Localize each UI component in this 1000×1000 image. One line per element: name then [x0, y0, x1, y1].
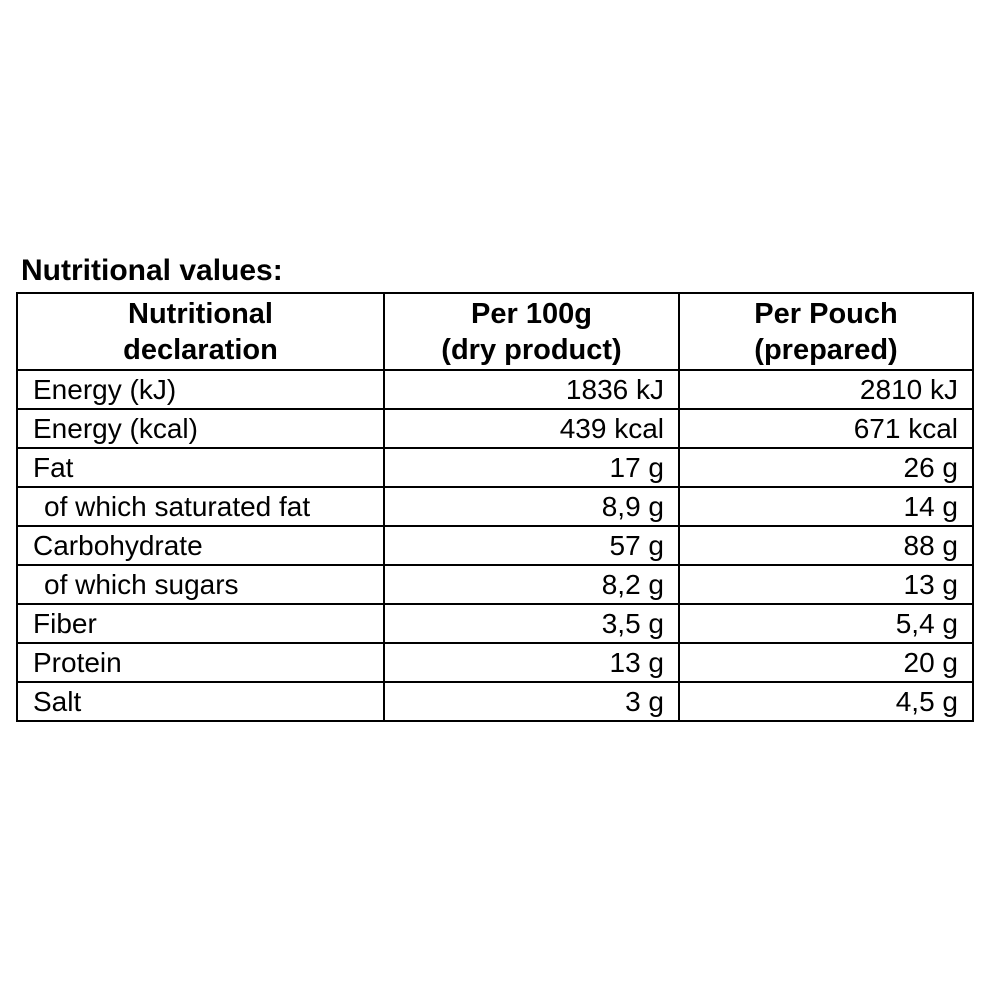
- per-100g-value: 8,9 g: [383, 486, 680, 527]
- per-100g-value: 439 kcal: [383, 408, 680, 449]
- per-pouch-value: 26 g: [678, 447, 974, 488]
- table-row: Energy (kJ) 1836 kJ 2810 kJ: [16, 369, 974, 410]
- row-label: Salt: [16, 681, 385, 722]
- per-100g-value: 1836 kJ: [383, 369, 680, 410]
- col-header-nutritional-declaration: Nutritional declaration: [16, 292, 385, 371]
- table-row: of which saturated fat 8,9 g 14 g: [16, 486, 974, 527]
- row-label: of which sugars: [16, 564, 385, 605]
- per-pouch-value: 671 kcal: [678, 408, 974, 449]
- row-label: Protein: [16, 642, 385, 683]
- per-100g-value: 3,5 g: [383, 603, 680, 644]
- row-label: Fat: [16, 447, 385, 488]
- per-pouch-value: 20 g: [678, 642, 974, 683]
- table-row: Fat 17 g 26 g: [16, 447, 974, 488]
- per-pouch-value: 13 g: [678, 564, 974, 605]
- per-pouch-value: 14 g: [678, 486, 974, 527]
- per-pouch-value: 2810 kJ: [678, 369, 974, 410]
- per-100g-value: 8,2 g: [383, 564, 680, 605]
- row-label: of which saturated fat: [16, 486, 385, 527]
- table-row: Carbohydrate 57 g 88 g: [16, 525, 974, 566]
- col-header-per-pouch: Per Pouch (prepared): [678, 292, 974, 371]
- header-line: Per 100g: [471, 297, 592, 330]
- per-pouch-value: 4,5 g: [678, 681, 974, 722]
- header-line: Nutritional: [128, 297, 273, 330]
- header-line: (prepared): [754, 333, 898, 366]
- per-pouch-value: 88 g: [678, 525, 974, 566]
- row-label: Carbohydrate: [16, 525, 385, 566]
- per-100g-value: 3 g: [383, 681, 680, 722]
- header-line: declaration: [123, 333, 278, 366]
- row-label: Fiber: [16, 603, 385, 644]
- row-label: Energy (kJ): [16, 369, 385, 410]
- per-pouch-value: 5,4 g: [678, 603, 974, 644]
- table-row: Salt 3 g 4,5 g: [16, 681, 974, 722]
- per-100g-value: 57 g: [383, 525, 680, 566]
- table-row: Fiber 3,5 g 5,4 g: [16, 603, 974, 644]
- header-line: (dry product): [441, 333, 622, 366]
- header-line: Per Pouch: [754, 297, 898, 330]
- page-title: Nutritional values:: [21, 254, 283, 287]
- per-100g-value: 13 g: [383, 642, 680, 683]
- nutrition-table: Nutritional declaration Per 100g (dry pr…: [16, 292, 974, 722]
- header-row: Nutritional declaration Per 100g (dry pr…: [16, 292, 974, 371]
- col-header-per-100g: Per 100g (dry product): [383, 292, 680, 371]
- per-100g-value: 17 g: [383, 447, 680, 488]
- table-row: Energy (kcal) 439 kcal 671 kcal: [16, 408, 974, 449]
- row-label: Energy (kcal): [16, 408, 385, 449]
- table-row: of which sugars 8,2 g 13 g: [16, 564, 974, 605]
- table-row: Protein 13 g 20 g: [16, 642, 974, 683]
